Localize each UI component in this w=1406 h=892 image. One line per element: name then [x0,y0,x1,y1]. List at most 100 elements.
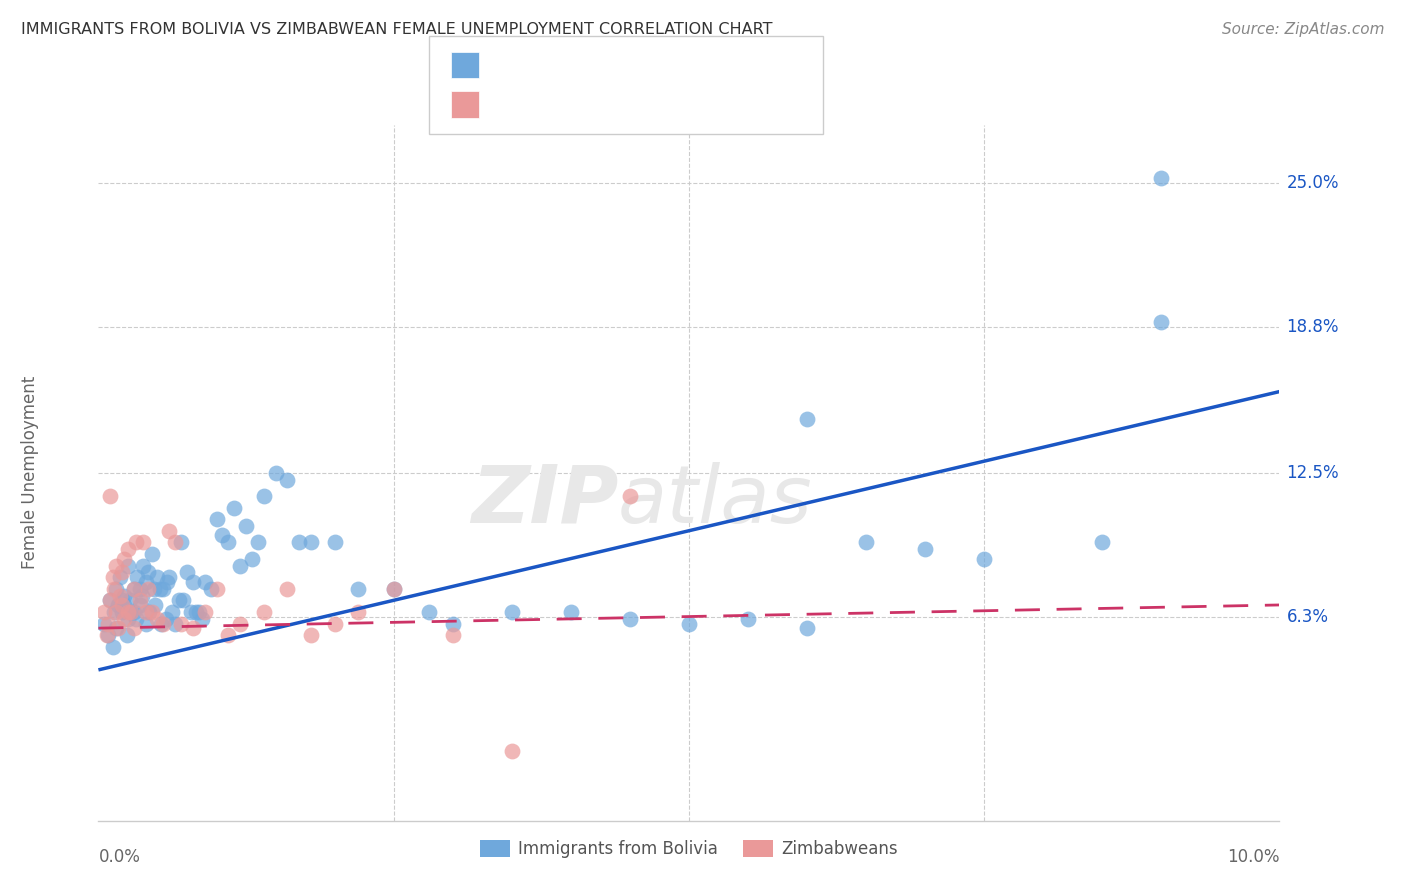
Point [194,574,217,589]
Point [97,616,120,631]
Point [121,605,143,619]
Point [105,605,128,619]
Point [796,621,818,635]
Point [619,489,641,503]
Point [93,616,115,631]
Point [156,574,179,589]
Point [105,621,128,635]
Point [112,598,135,612]
Point [165,616,187,631]
Point [155,612,177,626]
Point [229,558,252,573]
Point [149,582,172,596]
Point [108,570,131,584]
Point [224,500,246,515]
Point [299,535,322,549]
Point [101,570,124,584]
Text: N =: N = [591,56,627,74]
Point [122,621,145,635]
Point [125,612,148,626]
Point [240,551,263,566]
Point [211,528,233,542]
Point [111,605,134,619]
Point [441,628,464,642]
Point [323,616,346,631]
Point [132,535,155,549]
Point [200,582,222,596]
Point [107,598,129,612]
Point [101,640,124,654]
Point [299,628,322,642]
Point [205,512,228,526]
Point [93,605,115,619]
Point [128,598,150,612]
Point [181,621,204,635]
Text: N =: N = [591,95,627,113]
Point [323,535,346,549]
Point [112,589,135,603]
Point [253,489,276,503]
Point [136,566,159,580]
Point [138,605,160,619]
Text: Source: ZipAtlas.com: Source: ZipAtlas.com [1222,22,1385,37]
Text: 18.8%: 18.8% [1286,318,1339,335]
Point [276,473,298,487]
Text: R =: R = [485,56,522,74]
Point [1150,315,1173,329]
Point [107,621,129,635]
Point [180,605,202,619]
Point [382,582,405,596]
Point [181,574,204,589]
Text: R =: R = [485,95,522,113]
Point [98,593,121,607]
Point [97,628,120,642]
Point [143,598,166,612]
Point [165,535,187,549]
Point [855,535,877,549]
Text: 6.3%: 6.3% [1286,607,1329,625]
Point [103,605,125,619]
Point [117,605,139,619]
Point [170,616,193,631]
Point [115,628,138,642]
Point [122,605,145,619]
Point [229,616,252,631]
Point [122,582,145,596]
Point [120,593,142,607]
Point [347,582,370,596]
Text: 25.0%: 25.0% [1286,174,1339,192]
Point [142,582,165,596]
Point [187,605,209,619]
Point [191,612,214,626]
Point [98,489,121,503]
Text: atlas: atlas [619,461,813,540]
Point [382,582,405,596]
Point [121,605,143,619]
Point [136,582,159,596]
Point [152,582,174,596]
Point [973,551,995,566]
Point [105,558,128,573]
Point [217,628,239,642]
Point [152,616,174,631]
Point [111,566,134,580]
Point [246,535,269,549]
Point [253,605,276,619]
Point [914,542,936,557]
Text: 0.033: 0.033 [524,95,576,113]
Point [117,542,139,557]
Point [141,605,163,619]
Point [347,605,370,619]
Text: IMMIGRANTS FROM BOLIVIA VS ZIMBABWEAN FEMALE UNEMPLOYMENT CORRELATION CHART: IMMIGRANTS FROM BOLIVIA VS ZIMBABWEAN FE… [21,22,772,37]
Point [135,616,157,631]
Point [111,598,134,612]
Point [205,582,228,596]
Legend: Immigrants from Bolivia, Zimbabweans: Immigrants from Bolivia, Zimbabweans [474,833,904,864]
Text: 12.5%: 12.5% [1286,464,1339,482]
Point [111,593,134,607]
Text: 0.571: 0.571 [524,56,576,74]
Point [105,582,128,596]
Point [619,612,641,626]
Point [131,589,153,603]
Text: 0.0%: 0.0% [98,848,141,866]
